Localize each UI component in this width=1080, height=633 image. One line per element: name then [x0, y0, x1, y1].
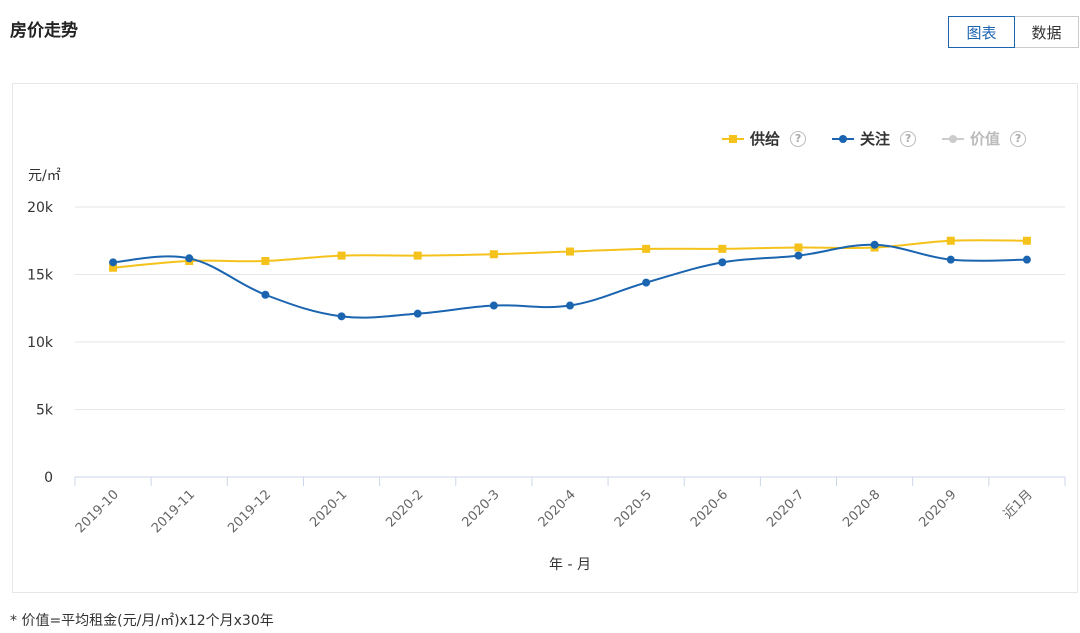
supply-data-point [794, 243, 803, 252]
y-tick-label: 15k [27, 268, 54, 284]
legend-item-value[interactable]: 价值 ? [942, 128, 1027, 149]
x-tick-label: 2020-3 [460, 487, 503, 530]
y-axis-label: 元/㎡ [28, 168, 61, 184]
attention-data-point [413, 309, 422, 318]
y-tick-label: 20k [27, 200, 54, 216]
legend-label-supply: 供给 [750, 130, 781, 148]
attention-data-point [1022, 255, 1031, 264]
question-circle-icon[interactable]: ? [790, 130, 807, 147]
chart-legend: 供给 ? 关注 ? 价值 ? [722, 128, 1027, 149]
legend-item-supply[interactable]: 供给 ? [722, 128, 807, 149]
question-circle-icon[interactable]: ? [1010, 130, 1027, 147]
footnote: * 价值=平均租金(元/月/㎡)x12个月x30年 [10, 613, 274, 629]
supply-data-point [489, 250, 498, 259]
supply-data-point [337, 251, 346, 260]
x-tick-label: 近1月 [1001, 487, 1036, 522]
supply-data-point [261, 257, 270, 265]
view-toggle: 图表 数据 [948, 16, 1079, 48]
y-tick-label: 10k [27, 335, 54, 351]
x-tick-label: 2019-11 [149, 487, 198, 536]
x-tick-label: 2020-8 [840, 487, 883, 530]
x-axis-label: 年 - 月 [549, 557, 591, 573]
question-circle-icon[interactable]: ? [900, 130, 917, 147]
attention-data-point [489, 301, 498, 310]
x-tick-label: 2020-5 [612, 487, 655, 530]
attention-data-point [946, 255, 955, 264]
value-legend-swatch [942, 132, 965, 146]
x-tick-label: 2020-4 [536, 487, 579, 530]
attention-data-point [718, 258, 727, 267]
supply-legend-swatch [722, 132, 744, 146]
attention-data-point [794, 251, 803, 260]
y-tick-label: 0 [44, 470, 53, 486]
attention-legend-swatch [832, 132, 855, 146]
x-tick-label: 2019-12 [225, 487, 274, 536]
x-tick-label: 2020-6 [688, 487, 731, 530]
supply-data-point [946, 236, 955, 245]
supply-data-point [642, 244, 651, 253]
supply-data-point [413, 251, 422, 260]
price-trend-chart: 元/㎡ 0 5k 10k 15k 20k 2019-10 2019-11 2019-12 2020… [27, 168, 1066, 573]
x-tick-label: 2020-1 [307, 487, 350, 530]
y-tick-label: 5k [36, 403, 54, 419]
chart-view-button[interactable]: 图表 [948, 16, 1015, 48]
page-title: 房价走势 [10, 21, 78, 41]
attention-data-point [870, 240, 879, 249]
legend-label-value: 价值 [970, 130, 1001, 148]
x-tick-label: 2020-9 [916, 487, 959, 530]
attention-data-point [261, 290, 270, 299]
legend-item-attention[interactable]: 关注 ? [832, 128, 917, 149]
attention-data-point [337, 312, 346, 321]
attention-data-point [185, 254, 194, 263]
x-tick-label: 2019-10 [73, 487, 122, 536]
chart-panel [12, 83, 1078, 593]
supply-data-point [566, 247, 574, 256]
attention-data-point [109, 258, 118, 267]
supply-data-point [718, 244, 727, 253]
data-view-button[interactable]: 数据 [1015, 16, 1079, 48]
supply-data-point [1022, 236, 1031, 245]
attention-data-point [642, 278, 651, 287]
supply-data-point [109, 263, 118, 272]
x-tick-label: 2020-7 [764, 487, 807, 530]
legend-label-attention: 关注 [860, 130, 891, 148]
x-tick-label: 2020-2 [383, 487, 426, 530]
attention-data-point [566, 301, 574, 310]
